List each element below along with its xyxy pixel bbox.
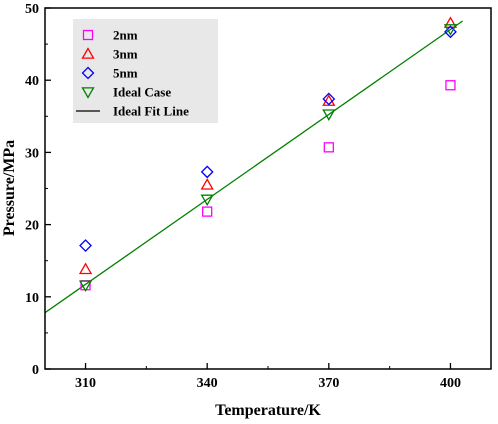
y-tick-label: 30 (25, 146, 39, 161)
y-axis: 0 10 20 30 40 50 (25, 2, 51, 378)
y-axis-title: Pressure/MPa (1, 140, 18, 236)
data-point (322, 92, 336, 106)
legend-marker (81, 47, 95, 59)
ideal-fit-line (44, 20, 463, 314)
y-tick-label: 10 (25, 291, 39, 306)
data-point (79, 239, 92, 252)
legend-label: 3nm (113, 47, 138, 62)
data-point (443, 24, 458, 36)
legend-marker (81, 66, 95, 80)
data-point (322, 109, 336, 121)
y-tick-label: 20 (25, 219, 39, 234)
y-tick-label: 50 (25, 2, 39, 17)
legend-marker (81, 87, 95, 99)
x-axis-title: Temperature/K (215, 402, 321, 419)
data-point (200, 194, 214, 207)
legend-label: 5nm (113, 66, 138, 81)
data-point (78, 280, 93, 293)
x-axis: 310 340 370 400 (75, 363, 461, 391)
x-tick-label: 310 (75, 376, 96, 391)
x-tick-label: 400 (440, 376, 461, 391)
data-point (444, 25, 457, 39)
x-tick-label: 340 (197, 376, 218, 391)
legend: 2nm 3nm 5nm Ideal Case Ideal Fit Line (76, 28, 189, 119)
legend-label: 2nm (113, 28, 138, 43)
legend-box (73, 19, 218, 123)
data-point (445, 80, 456, 91)
data-point (200, 178, 214, 190)
data-point (443, 16, 458, 28)
y-tick-label: 40 (25, 74, 39, 89)
legend-marker (82, 29, 94, 41)
x-tick-label: 370 (318, 376, 339, 391)
plot-area (44, 16, 463, 314)
data-point (78, 262, 93, 275)
legend-label: Ideal Fit Line (113, 104, 189, 119)
legend-label: Ideal Case (113, 85, 171, 100)
data-point (323, 142, 334, 153)
y-tick-label: 0 (32, 363, 39, 378)
data-point (202, 206, 213, 217)
data-point (200, 165, 214, 179)
